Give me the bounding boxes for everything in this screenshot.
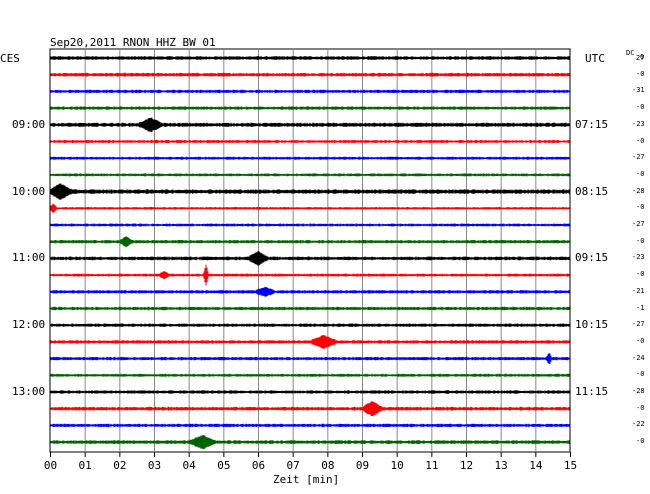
x-tick-label: 01 [78, 459, 92, 472]
x-tick-label: 10 [390, 459, 404, 472]
dc-offset-label: -0 [636, 403, 645, 412]
x-tick-label: 00 [43, 459, 58, 472]
seismic-trace [50, 223, 570, 227]
seismic-trace [50, 89, 570, 94]
x-tick-label: 07 [286, 459, 300, 472]
seismic-trace [50, 236, 570, 248]
x-tick-label: 05 [217, 459, 231, 472]
x-tick-label: 04 [182, 459, 196, 472]
right-time-label: 10:15 [575, 318, 609, 332]
seismic-trace [50, 434, 570, 450]
seismic-trace [50, 373, 570, 377]
dc-offset-label: -27 [632, 153, 645, 162]
seismic-trace [50, 106, 570, 110]
seismic-trace [50, 251, 570, 266]
seismic-trace [50, 173, 570, 177]
seismic-trace [50, 335, 570, 349]
right-time-label: 11:15 [575, 385, 609, 398]
dc-offset-label: -27 [632, 220, 645, 228]
dc-offset-label: 0 [640, 53, 645, 61]
left-time-label: 13:00 [12, 385, 46, 398]
seismic-trace [50, 306, 570, 311]
chart-title: Sep20,2011 RNON HHZ BW 01 [50, 36, 216, 49]
dc-offset-label: -22 [632, 420, 645, 429]
seismic-trace [50, 401, 570, 416]
left-time-label: 10:00 [12, 184, 46, 198]
dc-offset-label: -1 [636, 303, 645, 312]
x-tick-label: 13 [494, 459, 508, 472]
x-tick-label: 08 [321, 459, 335, 472]
x-tick-label: 02 [113, 459, 127, 472]
seismic-trace [50, 423, 570, 428]
seismic-trace [50, 183, 570, 200]
dc-offset-label: -0 [636, 169, 645, 178]
dc-offset-label: -23 [632, 253, 645, 262]
dc-offset-label: -28 [632, 387, 645, 395]
left-time-label: 11:00 [12, 251, 46, 265]
dc-offset-label: -0 [636, 203, 645, 212]
dc-offset-label: -28 [632, 186, 645, 195]
dc-offset-label: -0 [636, 103, 645, 112]
seismic-trace [50, 264, 570, 286]
plot-frame [49, 48, 571, 453]
seismic-trace [50, 353, 570, 365]
left-timezone-label: CES [0, 52, 20, 65]
dc-offset-label: -0 [636, 370, 645, 379]
right-time-label: 09:15 [575, 251, 609, 265]
seismic-trace [50, 140, 570, 143]
seismic-trace [50, 156, 570, 160]
dc-offset-label: -0 [636, 236, 645, 245]
seismic-trace [50, 117, 570, 132]
seismic-trace [50, 323, 570, 327]
seismic-trace [50, 390, 570, 394]
dc-offset-label: -0 [636, 336, 645, 345]
x-tick-label: 15 [563, 459, 578, 472]
x-axis-label: Zeit [min] [273, 473, 340, 486]
dc-offset-label: -0 [636, 437, 645, 446]
dc-offset-label: -0 [636, 136, 645, 145]
right-time-label: 07:15 [575, 117, 609, 131]
seismic-trace [50, 286, 570, 297]
x-tick-label: 06 [251, 459, 266, 472]
seismic-trace [50, 56, 570, 60]
dc-offset-label: -24 [632, 353, 645, 362]
seismic-trace [50, 203, 570, 213]
dc-label: DC [626, 49, 635, 57]
dc-offset-label: -0 [636, 270, 645, 279]
x-tick-label: 12 [459, 459, 474, 472]
dc-offset-label: -23 [632, 119, 645, 128]
right-timezone-label: UTC [585, 52, 605, 65]
dc-offset-label: -21 [632, 286, 645, 295]
x-tick-label: 14 [529, 459, 543, 472]
x-tick-label: 09 [355, 459, 370, 472]
seismic-trace [50, 72, 570, 77]
x-tick-label: 11 [425, 459, 439, 472]
right-time-label: 08:15 [575, 184, 609, 198]
dc-offset-label: -0 [636, 69, 645, 78]
dc-sub-label: 27 [636, 54, 645, 62]
x-tick-label: 03 [147, 459, 162, 472]
left-time-label: 12:00 [12, 318, 46, 332]
dc-offset-label: -27 [632, 320, 645, 329]
dc-offset-label: -31 [632, 86, 645, 95]
left-time-label: 09:00 [12, 117, 46, 131]
